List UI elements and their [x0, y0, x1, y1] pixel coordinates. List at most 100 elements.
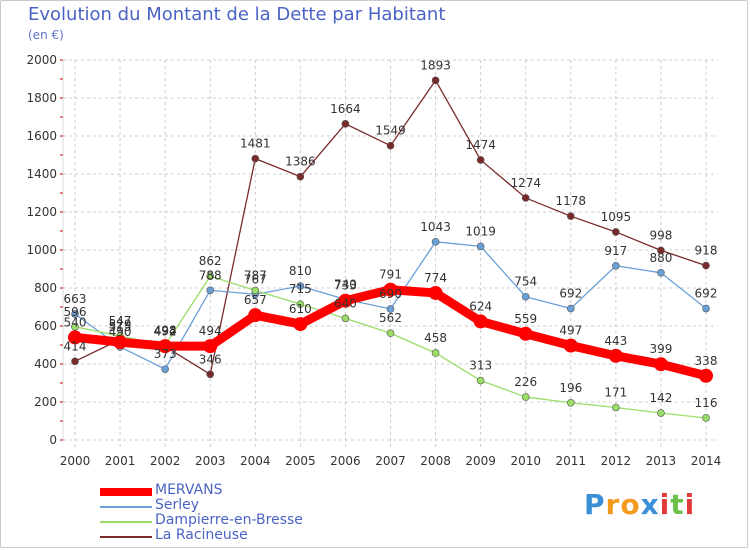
data-label-mervans-2012: 443: [604, 334, 627, 348]
y-tick-label-1000: 1000: [26, 243, 57, 257]
data-label-dampierre-en-bresse-2005: 715: [289, 282, 312, 296]
data-point-dampierre-en-bresse-2006: [341, 314, 350, 323]
data-label-serley-2003: 788: [199, 268, 222, 282]
y-tick-label-400: 400: [34, 357, 57, 371]
x-tick-label-2005: 2005: [285, 454, 316, 468]
data-label-serley-2008: 1043: [420, 220, 451, 234]
data-point-serley-2003: [206, 286, 215, 295]
data-label-serley-2012: 917: [604, 244, 627, 258]
data-point-dampierre-en-bresse-2007: [386, 329, 395, 338]
data-point-dampierre-en-bresse-2008: [431, 349, 440, 357]
legend-swatch-dampierre: [100, 521, 152, 523]
data-label-dampierre-en-bresse-2008: 458: [424, 331, 447, 345]
data-point-la-racineuse-2006: [341, 120, 350, 128]
data-point-serley-2012: [612, 261, 620, 270]
y-tick-label-1400: 1400: [26, 167, 57, 181]
y-tick-label-1600: 1600: [26, 129, 57, 143]
x-tick-label-2011: 2011: [556, 454, 587, 468]
data-point-mervans-2014: [699, 368, 713, 383]
x-tick-label-2006: 2006: [330, 454, 361, 468]
data-point-mervans-2010: [518, 326, 533, 341]
data-label-dampierre-en-bresse-2013: 142: [649, 391, 672, 405]
data-label-la-racineuse-2000: 414: [64, 339, 87, 353]
data-label-dampierre-en-bresse-2000: 596: [64, 305, 87, 319]
data-label-dampierre-en-bresse-2014: 116: [695, 396, 718, 410]
data-point-dampierre-en-bresse-2012: [612, 403, 620, 412]
data-label-la-racineuse-2013: 998: [649, 228, 672, 242]
data-label-dampierre-en-bresse-2009: 313: [469, 359, 492, 373]
data-point-serley-2005: [296, 282, 305, 290]
data-label-serley-2010: 754: [514, 275, 537, 289]
data-label-la-racineuse-2010: 1274: [510, 176, 541, 190]
data-point-dampierre-en-bresse-2004: [251, 286, 260, 295]
data-point-serley-2010: [521, 292, 530, 301]
y-tick-label-800: 800: [34, 281, 57, 295]
data-point-serley-2007: [386, 305, 395, 313]
data-label-serley-2009: 1019: [465, 224, 496, 238]
data-label-mervans-2007: 791: [379, 268, 402, 282]
data-label-serley-2000: 663: [64, 292, 87, 306]
data-point-dampierre-en-bresse-2010: [521, 393, 530, 401]
data-label-serley-2001: 490: [109, 325, 132, 339]
x-tick-label-2008: 2008: [420, 454, 451, 468]
data-point-mervans-2013: [653, 357, 668, 372]
data-label-la-racineuse-2008: 1893: [420, 58, 451, 72]
data-label-serley-2011: 692: [559, 287, 582, 301]
data-label-serley-2007: 690: [379, 287, 402, 301]
chart-title: Evolution du Montant de la Dette par Hab…: [28, 4, 446, 25]
x-tick-label-2013: 2013: [646, 454, 677, 468]
data-label-dampierre-en-bresse-2007: 562: [379, 311, 402, 325]
data-point-dampierre-en-bresse-2000: [71, 322, 79, 331]
data-point-la-racineuse-2007: [386, 141, 395, 150]
legend-label-dampierre: Dampierre-en-Bresse: [155, 512, 303, 528]
data-label-la-racineuse-2012: 1095: [601, 210, 632, 224]
data-point-mervans-2008: [428, 285, 443, 300]
y-tick-label-0: 0: [49, 433, 57, 447]
x-tick-label-2002: 2002: [150, 454, 181, 468]
data-label-mervans-2008: 774: [424, 271, 447, 285]
data-point-serley-2002: [161, 365, 169, 373]
data-label-la-racineuse-2001: 529: [109, 317, 132, 331]
data-point-serley-2008: [431, 238, 440, 246]
data-label-la-racineuse-2004: 1481: [240, 137, 271, 151]
data-label-mervans-2000: 540: [64, 315, 87, 329]
data-point-dampierre-en-bresse-2009: [476, 376, 485, 385]
data-point-mervans-2009: [473, 314, 488, 329]
data-point-la-racineuse-2010: [521, 194, 530, 202]
data-point-mervans-2004: [248, 308, 263, 323]
data-label-la-racineuse-2005: 1386: [285, 155, 316, 169]
data-label-dampierre-en-bresse-2003: 862: [199, 254, 222, 268]
legend-swatch-mervans: [100, 488, 152, 496]
x-tick-label-2003: 2003: [195, 454, 226, 468]
data-label-la-racineuse-2003: 346: [199, 352, 222, 366]
data-label-la-racineuse-2002: 492: [154, 325, 177, 339]
data-point-dampierre-en-bresse-2013: [657, 409, 665, 417]
data-point-mervans-2001: [113, 335, 128, 350]
data-label-mervans-2003: 494: [199, 324, 222, 338]
data-label-mervans-2006: 733: [334, 279, 357, 293]
data-point-la-racineuse-2004: [251, 154, 260, 163]
data-label-serley-2006: 740: [334, 277, 357, 291]
data-point-mervans-2006: [338, 293, 353, 308]
data-label-dampierre-en-bresse-2001: 547: [109, 314, 132, 328]
legend-label-serley: Serley: [155, 497, 200, 513]
data-label-mervans-2004: 657: [244, 293, 267, 307]
data-point-la-racineuse-2012: [612, 228, 620, 236]
data-point-mervans-2012: [608, 348, 623, 363]
data-label-la-racineuse-2011: 1178: [556, 194, 587, 208]
legend-swatch-serley: [100, 506, 152, 508]
data-label-mervans-2010: 559: [514, 312, 537, 326]
data-point-serley-2000: [71, 310, 79, 318]
data-label-la-racineuse-2009: 1474: [465, 138, 496, 152]
data-point-serley-2011: [566, 304, 575, 313]
data-label-serley-2002: 373: [154, 347, 177, 361]
y-tick-label-200: 200: [34, 395, 57, 409]
unit-label: (en €): [28, 28, 64, 42]
legend-label-la-racineuse: La Racineuse: [155, 527, 248, 543]
data-point-la-racineuse-2011: [566, 212, 575, 220]
data-label-dampierre-en-bresse-2011: 196: [559, 381, 582, 395]
y-tick-label-1200: 1200: [26, 205, 57, 219]
data-label-mervans-2005: 610: [289, 302, 312, 316]
